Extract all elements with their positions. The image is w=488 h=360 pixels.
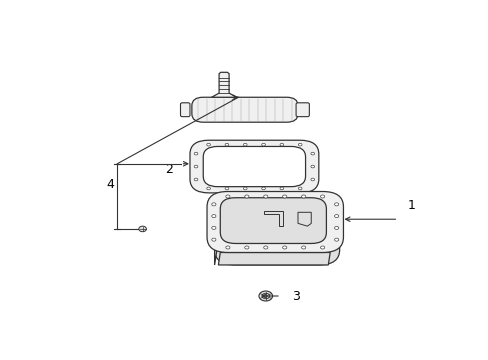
Circle shape — [282, 195, 286, 198]
Circle shape — [243, 143, 246, 146]
Circle shape — [301, 195, 305, 198]
Circle shape — [224, 143, 228, 146]
Text: 1: 1 — [407, 199, 415, 212]
Circle shape — [280, 187, 283, 190]
Circle shape — [194, 165, 198, 168]
Circle shape — [282, 246, 286, 249]
Circle shape — [211, 226, 216, 229]
Circle shape — [298, 187, 302, 190]
Circle shape — [206, 187, 210, 190]
Circle shape — [194, 178, 198, 181]
Text: 2: 2 — [165, 163, 173, 176]
Circle shape — [301, 246, 305, 249]
Circle shape — [244, 246, 248, 249]
Circle shape — [224, 187, 228, 190]
FancyBboxPatch shape — [189, 140, 318, 193]
Circle shape — [211, 238, 216, 241]
Circle shape — [334, 238, 338, 241]
Circle shape — [263, 195, 267, 198]
FancyBboxPatch shape — [203, 147, 305, 186]
Circle shape — [280, 143, 283, 146]
FancyBboxPatch shape — [214, 210, 339, 265]
Circle shape — [261, 143, 265, 146]
Polygon shape — [214, 194, 216, 265]
Circle shape — [225, 246, 229, 249]
Polygon shape — [218, 252, 329, 265]
FancyBboxPatch shape — [206, 192, 343, 252]
Circle shape — [310, 178, 314, 181]
Circle shape — [211, 203, 216, 206]
Circle shape — [262, 293, 269, 299]
Circle shape — [310, 165, 314, 168]
Circle shape — [259, 291, 272, 301]
Circle shape — [244, 195, 248, 198]
FancyBboxPatch shape — [296, 103, 309, 117]
Circle shape — [334, 215, 338, 218]
FancyBboxPatch shape — [180, 103, 189, 117]
Circle shape — [334, 226, 338, 229]
Circle shape — [320, 246, 324, 249]
Polygon shape — [211, 72, 236, 97]
Circle shape — [334, 203, 338, 206]
Circle shape — [243, 187, 246, 190]
Circle shape — [263, 246, 267, 249]
Circle shape — [225, 195, 229, 198]
Circle shape — [320, 195, 324, 198]
Circle shape — [310, 152, 314, 155]
Text: 3: 3 — [292, 289, 300, 302]
Circle shape — [194, 152, 198, 155]
Circle shape — [139, 226, 146, 232]
Circle shape — [261, 187, 265, 190]
Circle shape — [206, 143, 210, 146]
FancyBboxPatch shape — [191, 97, 297, 122]
Text: 4: 4 — [106, 178, 114, 191]
Circle shape — [211, 215, 216, 218]
FancyBboxPatch shape — [220, 198, 326, 243]
Circle shape — [298, 143, 302, 146]
Polygon shape — [297, 212, 311, 226]
Polygon shape — [264, 211, 282, 226]
